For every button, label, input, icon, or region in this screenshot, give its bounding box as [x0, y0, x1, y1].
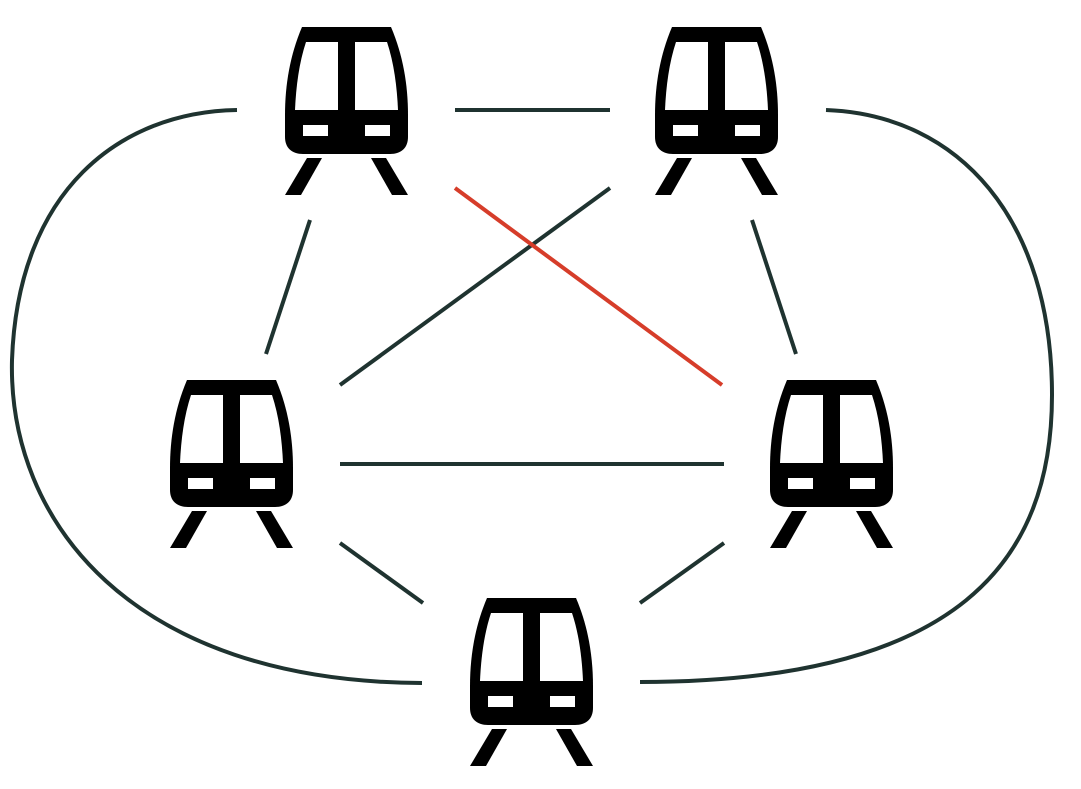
edge-top-left-to-middle-left: [264, 219, 312, 355]
train-icon: [170, 380, 293, 548]
train-icon: [655, 27, 778, 195]
train-icon: [770, 380, 893, 548]
edge-middle-right-to-bottom: [638, 541, 726, 605]
edge-top-right-to-middle-right: [750, 219, 798, 355]
edge-top-right-to-middle-left: [338, 186, 612, 387]
edges: [9, 108, 1055, 685]
train-icon: [470, 598, 593, 766]
train-icon: [285, 27, 408, 195]
curved-edge-top-left-to-bottom: [9, 108, 423, 685]
curved-edge-top-right-to-bottom: [639, 108, 1055, 684]
edge-top-left-to-middle-right-highlighted: [453, 186, 724, 387]
nodes: [170, 27, 893, 766]
edge-middle-left-to-bottom: [338, 541, 425, 605]
